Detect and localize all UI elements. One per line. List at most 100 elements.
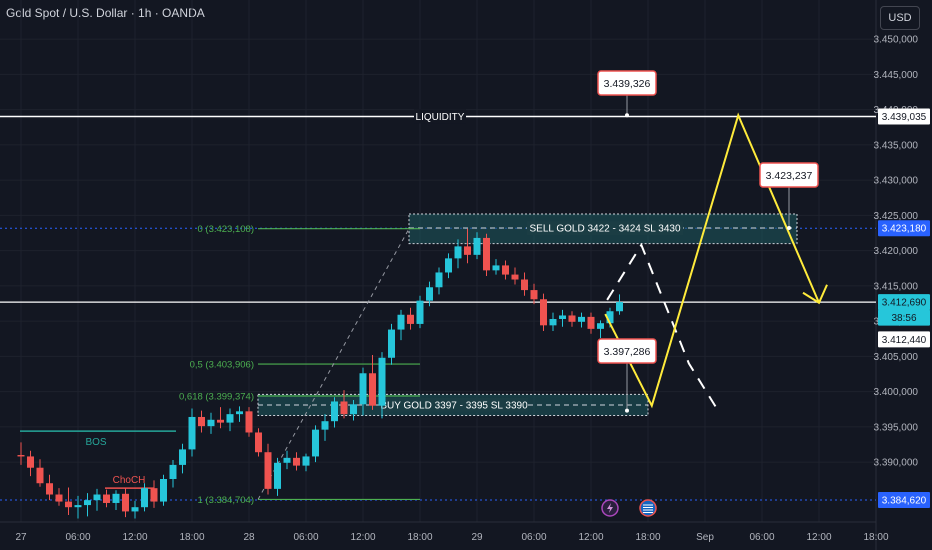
candle-body [27, 456, 34, 468]
candle-body [568, 315, 576, 322]
candle-body [483, 237, 490, 271]
time-tick-label: 18:00 [407, 532, 432, 543]
fib-label: 0,5 (3.403,906) [190, 360, 254, 371]
candle-body [103, 494, 110, 503]
candle-body [198, 416, 205, 427]
price-tag-bg [878, 108, 930, 125]
candle-body [511, 274, 519, 280]
candle-body [540, 299, 547, 326]
callout-value: 3.439,326 [604, 78, 651, 90]
time-tick-label: 06:00 [293, 532, 318, 543]
projection-arrowhead [802, 284, 828, 305]
price-tag-bg [878, 331, 930, 348]
fib-label: 0,618 (3.399,374) [179, 392, 254, 403]
time-tick-label: 12:00 [350, 532, 375, 543]
candle-body [435, 272, 443, 288]
price-tag-label: 3.423,180 [882, 224, 927, 235]
price-tick-label: 3.395,000 [874, 422, 919, 433]
callout-anchor-dot [625, 408, 629, 413]
candle-body [388, 329, 395, 358]
chart-title: Gold Spot / U.S. Dollar · 1h · OANDA [6, 6, 205, 20]
fib-label: 1 (3.384,704) [197, 495, 254, 506]
candle-body [369, 373, 376, 406]
callout-anchor-dot [625, 113, 629, 118]
candle-body [84, 500, 91, 506]
candle-body [274, 462, 281, 489]
candle-body [445, 258, 452, 273]
candle-body [255, 432, 262, 453]
price-tick-label: 3.420,000 [874, 246, 919, 257]
candle-body [521, 279, 528, 291]
candle-body [226, 414, 234, 423]
time-tick-label: 06:00 [521, 532, 546, 543]
price-tag-bg [878, 220, 930, 237]
time-tick-label: 28 [243, 532, 255, 543]
candle-body [46, 483, 53, 495]
candle-body [131, 507, 139, 512]
time-tick-label: Sep [696, 532, 714, 543]
candle-body [169, 464, 177, 480]
candle-body [350, 404, 357, 415]
candle-body [55, 494, 63, 502]
time-tick-label: 06:00 [65, 532, 90, 543]
candle-body [606, 311, 614, 324]
candle-body [578, 316, 585, 322]
candle-body [359, 373, 367, 405]
candle-body [36, 467, 44, 484]
candle-body [502, 265, 509, 275]
time-tick-label: 12:00 [122, 532, 147, 543]
candle-body [264, 452, 272, 489]
price-tick-label: 3.405,000 [874, 352, 919, 363]
time-tick-label: 18:00 [179, 532, 204, 543]
candle-body [454, 246, 462, 259]
candle-body [587, 316, 595, 329]
candle-body [150, 488, 158, 502]
price-tag-bg [878, 309, 930, 326]
candle-body [416, 300, 424, 324]
callout-anchor-dot [787, 226, 791, 231]
buy-zone-label: BUY GOLD 3397 - 3395 SL 3390 [380, 400, 528, 411]
candle-body [597, 323, 604, 329]
candle-body [321, 421, 329, 430]
price-tag-label: 3.439,035 [882, 112, 927, 123]
candle-body [17, 455, 25, 457]
sell-zone-label: SELL GOLD 3422 - 3424 SL 3430 [529, 224, 680, 235]
currency-button[interactable]: USD [880, 6, 920, 30]
candle-body [160, 479, 167, 502]
candle-body [207, 419, 215, 427]
fib-trend-line [257, 228, 410, 500]
time-tick-label: 12:00 [578, 532, 603, 543]
candle-body [559, 315, 566, 319]
grid [0, 0, 877, 522]
candle-body [331, 401, 338, 422]
time-tick-label: 06:00 [749, 532, 774, 543]
candle-body [549, 318, 557, 326]
candle-body [217, 419, 224, 423]
callout-value: 3.423,237 [766, 170, 813, 182]
candle-body [293, 457, 300, 466]
sell-zone-label-bg [527, 221, 683, 236]
candle-body [312, 429, 319, 457]
candle-body [397, 314, 405, 330]
price-tick-label: 3.415,000 [874, 281, 919, 292]
bos-label: BOS [85, 437, 106, 448]
time-tick-label: 12:00 [806, 532, 831, 543]
liquidity-label: LIQUIDITY [416, 112, 465, 123]
time-tick-label: 29 [471, 532, 483, 543]
callout-box [759, 162, 819, 188]
price-tick-label: 3.435,000 [874, 140, 919, 151]
candle-body [473, 237, 481, 255]
callout-box [597, 70, 657, 96]
candle-body [179, 449, 186, 465]
price-tick-label: 3.445,000 [874, 70, 919, 81]
candle-body [492, 265, 500, 271]
liquidity-label-bg [414, 109, 466, 124]
candle-body [65, 501, 72, 508]
callout-box [597, 338, 657, 364]
price-tick-label: 3.430,000 [874, 176, 919, 187]
price-tag-bg [878, 492, 930, 509]
candle-body [74, 505, 82, 508]
price-tag-bg [878, 294, 930, 311]
candle-body [141, 488, 148, 508]
